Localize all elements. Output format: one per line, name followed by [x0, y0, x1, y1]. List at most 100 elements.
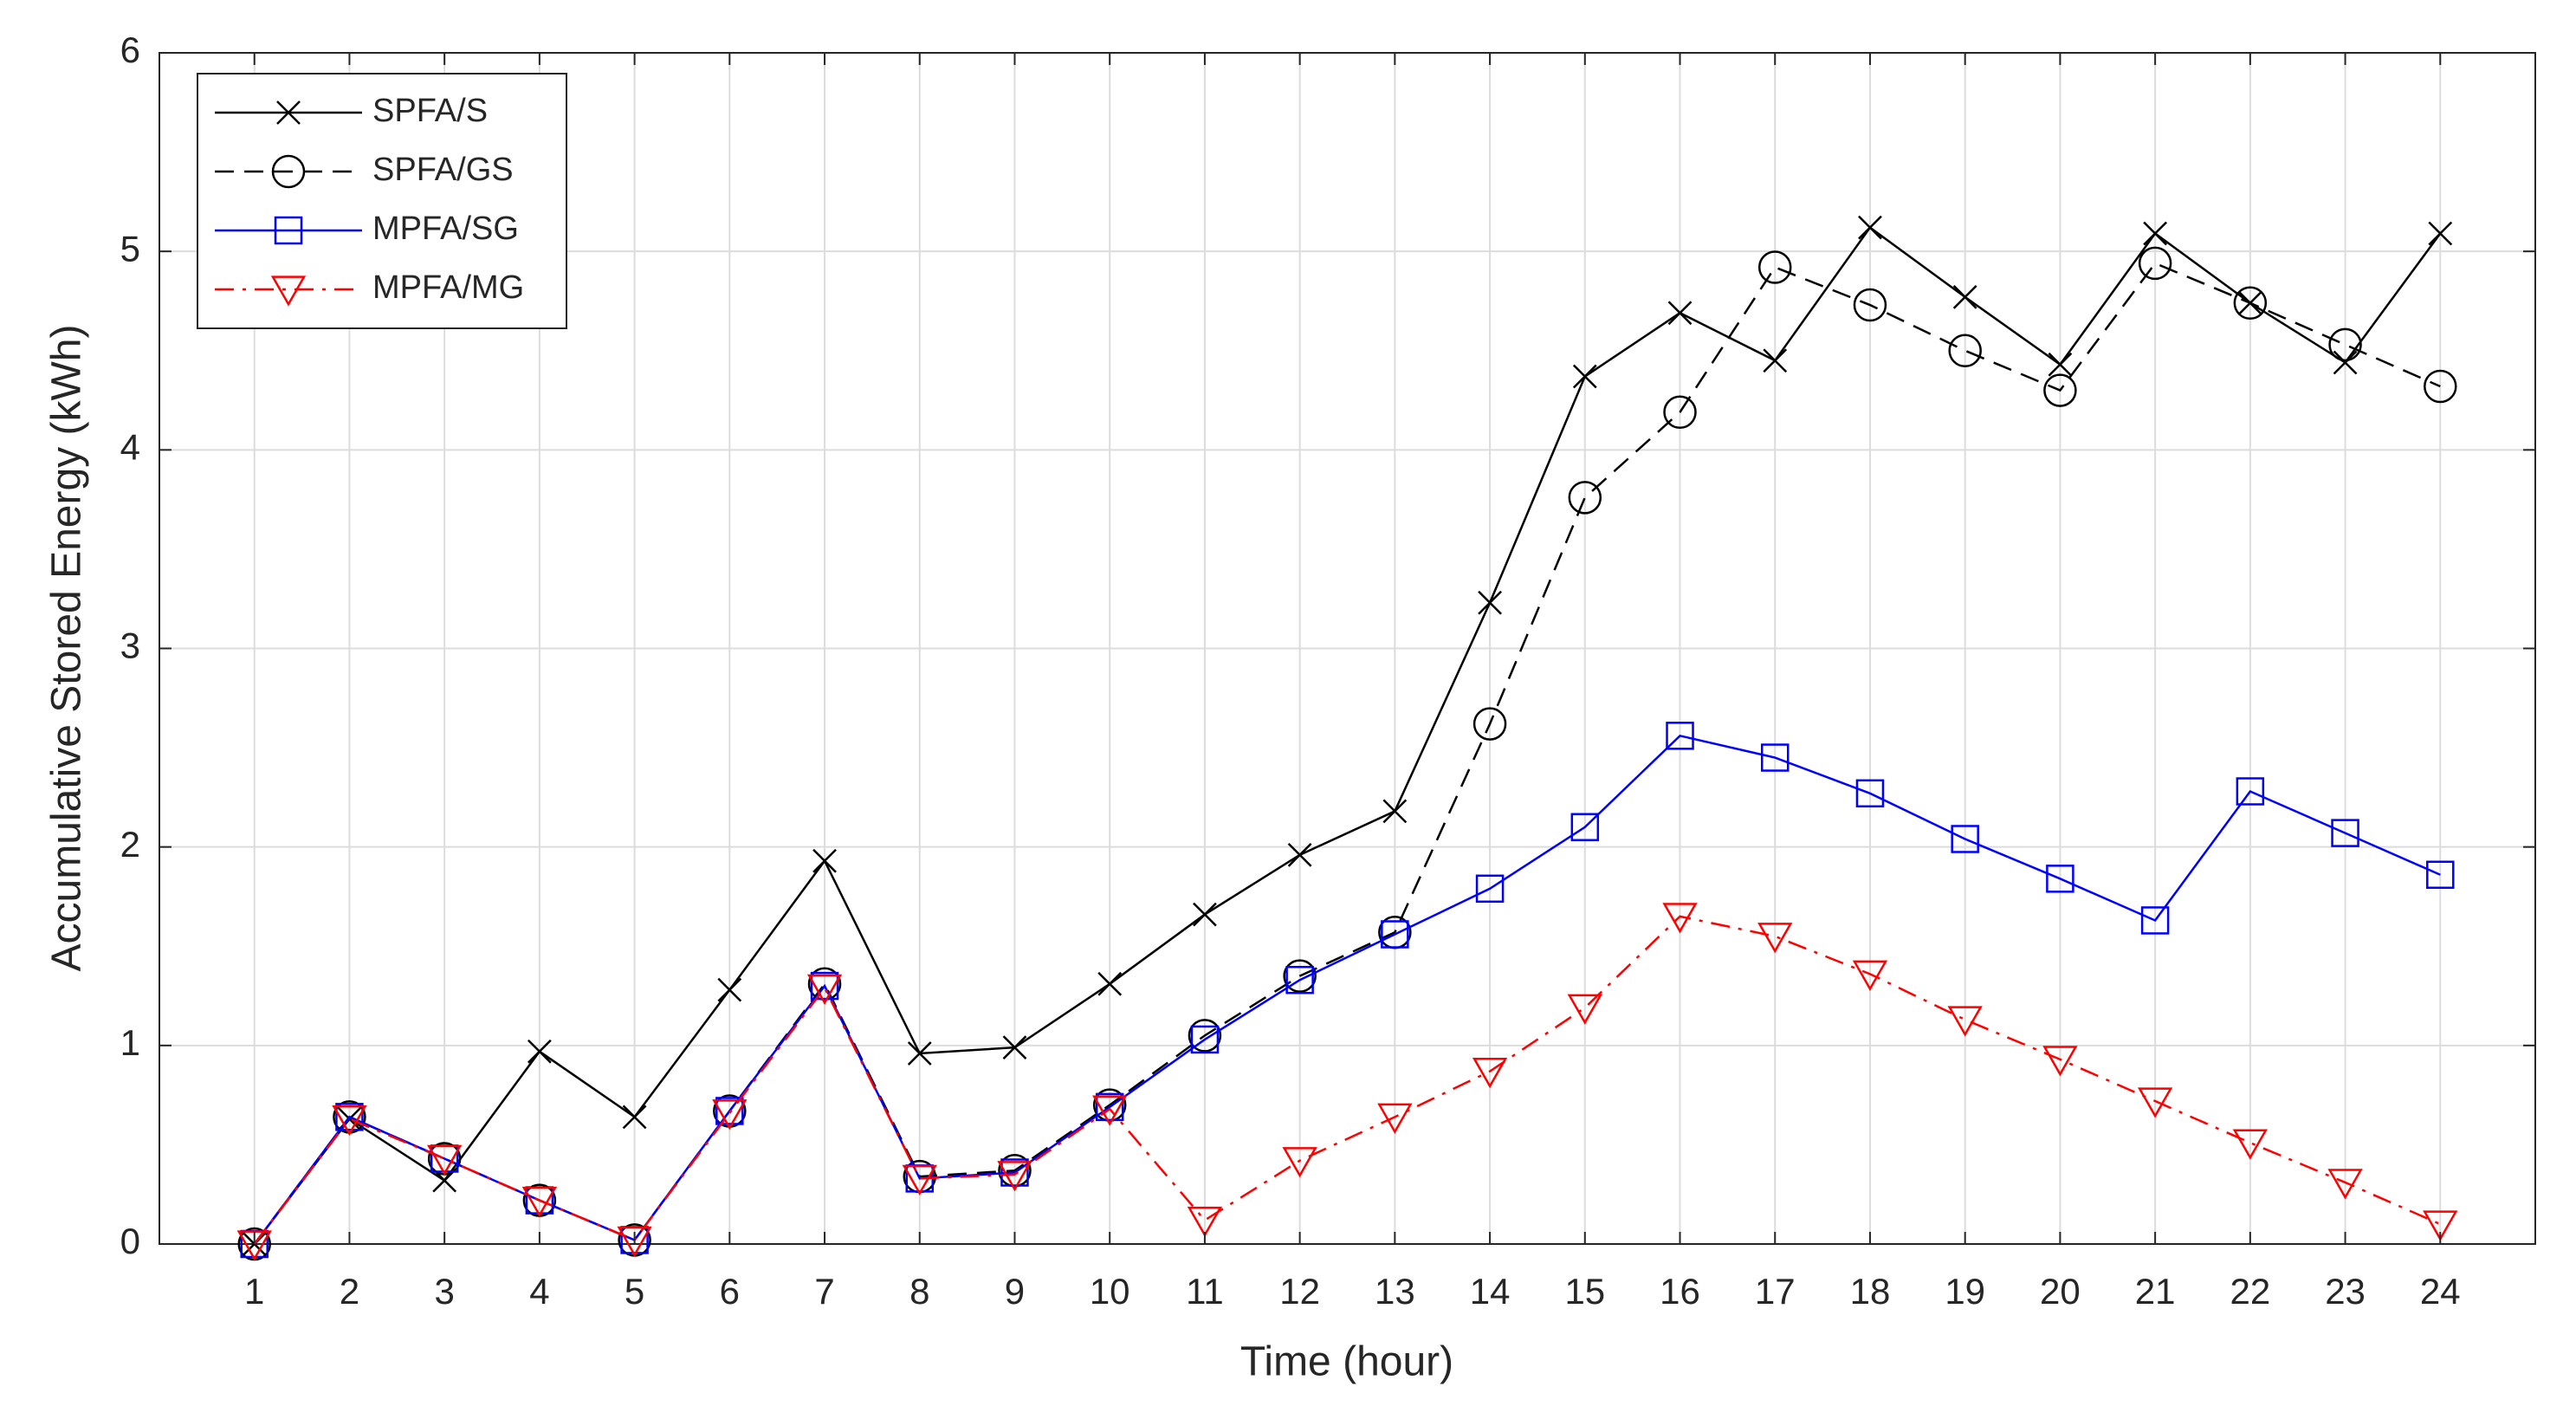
marker: [521, 1186, 558, 1218]
marker: [715, 1097, 744, 1125]
marker: [1852, 960, 1888, 991]
marker: [2331, 819, 2359, 847]
marker: [1858, 215, 1882, 240]
legend: SPFA/S SPFA/GS MPFA/SG MPFA/MG: [197, 73, 567, 329]
marker: [617, 1226, 652, 1258]
x-tick-label: 23: [2325, 1271, 2366, 1312]
marker: [1570, 813, 1600, 841]
marker: [335, 1103, 364, 1131]
y-tick-label: 4: [120, 426, 140, 467]
marker: [1667, 301, 1693, 326]
x-tick-label: 24: [2420, 1271, 2461, 1312]
marker: [270, 275, 307, 307]
y-tick-label: 2: [120, 824, 140, 865]
legend-label: MPFA/MG: [372, 269, 524, 306]
marker: [1947, 1006, 1983, 1037]
marker: [2043, 373, 2077, 407]
marker: [1952, 284, 1977, 309]
marker: [2328, 327, 2362, 362]
marker: [806, 974, 843, 1005]
marker: [1572, 364, 1597, 389]
x-tick-label: 9: [1005, 1271, 1025, 1312]
x-tick-label: 2: [340, 1271, 359, 1312]
marker: [2048, 352, 2073, 377]
x-tick-label: 18: [1850, 1271, 1891, 1312]
marker: [2428, 221, 2453, 246]
x-tick-label: 7: [814, 1271, 834, 1312]
marker: [1282, 1147, 1317, 1178]
marker: [2143, 221, 2168, 246]
marker: [1000, 1158, 1029, 1187]
marker: [2424, 369, 2457, 404]
marker: [274, 216, 303, 245]
marker: [1760, 743, 1790, 772]
marker: [2046, 865, 2074, 893]
marker: [812, 848, 837, 873]
marker: [2423, 1210, 2458, 1241]
marker: [276, 100, 301, 125]
marker: [1472, 1057, 1508, 1089]
marker: [1757, 250, 1792, 284]
marker: [427, 1144, 463, 1176]
marker: [1283, 959, 1317, 993]
marker: [2138, 246, 2172, 281]
marker: [1853, 288, 1887, 322]
x-tick-label: 8: [909, 1271, 929, 1312]
marker: [1568, 481, 1602, 515]
marker: [1188, 1019, 1222, 1053]
legend-label: SPFA/GS: [372, 152, 514, 188]
x-tick-label: 14: [1470, 1271, 1511, 1312]
marker: [1662, 903, 1698, 934]
marker: [1666, 722, 1694, 750]
y-tick-label: 1: [120, 1022, 140, 1063]
marker: [2236, 777, 2265, 806]
x-tick-label: 3: [434, 1271, 454, 1312]
marker: [1382, 799, 1408, 824]
x-tick-label: 22: [2230, 1271, 2270, 1312]
x-tick-label: 5: [625, 1271, 644, 1312]
marker: [1475, 874, 1505, 904]
x-tick-label: 1: [244, 1271, 264, 1312]
marker: [717, 977, 742, 1002]
marker: [2333, 350, 2358, 375]
marker: [2137, 1087, 2173, 1118]
x-tick-label: 19: [1945, 1271, 1985, 1312]
marker: [1190, 1025, 1220, 1054]
plot-area: [236, 215, 2458, 1261]
x-tick-label: 15: [1564, 1271, 1605, 1312]
marker: [2327, 1169, 2363, 1200]
marker: [1472, 707, 1507, 741]
marker: [907, 1041, 932, 1066]
x-tick-label: 17: [1755, 1271, 1796, 1312]
marker: [810, 971, 839, 1001]
y-tick-label: 5: [120, 228, 140, 269]
marker: [2426, 860, 2455, 889]
series-line: [253, 225, 2442, 1245]
legend-label: MPFA/SG: [372, 211, 519, 247]
marker: [712, 1099, 748, 1131]
x-tick-label: 16: [1660, 1271, 1700, 1312]
marker: [1948, 334, 1982, 367]
marker: [1002, 1035, 1027, 1060]
x-tick-label: 20: [2040, 1271, 2081, 1312]
marker: [1187, 1206, 1223, 1238]
marker: [622, 1105, 647, 1130]
y-tick-label: 3: [120, 625, 140, 666]
marker: [2233, 286, 2268, 320]
legend-box: [197, 73, 567, 329]
marker: [2042, 1046, 2078, 1077]
marker: [1757, 923, 1793, 954]
x-tick-label: 13: [1375, 1271, 1415, 1312]
marker: [1567, 994, 1602, 1025]
x-tick-label: 21: [2135, 1271, 2176, 1312]
marker: [2140, 906, 2170, 935]
marker: [1097, 971, 1123, 996]
marker: [1287, 842, 1312, 867]
x-tick-label: 10: [1090, 1271, 1130, 1312]
marker: [1193, 902, 1217, 927]
ticks: 1 2 3 4 5 6 7 8 9 10 11 12 13 14 15 16 17 18 19 20 21 22 23 240…: [120, 29, 2535, 1312]
marker: [271, 154, 306, 189]
series-line: [253, 915, 2441, 1245]
x-tick-label: 6: [720, 1271, 740, 1312]
